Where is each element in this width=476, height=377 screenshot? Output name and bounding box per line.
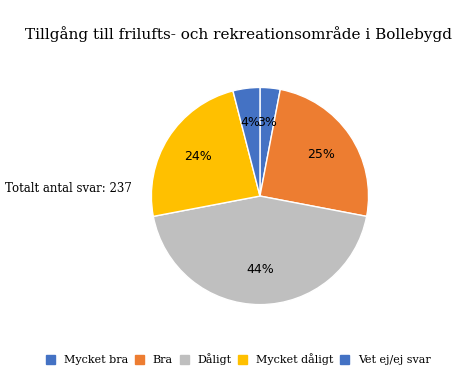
Text: Totalt antal svar: 237: Totalt antal svar: 237 bbox=[5, 182, 131, 195]
Text: Tillgång till frilufts- och rekreationsområde i Bollebygd: Tillgång till frilufts- och rekreationso… bbox=[25, 26, 451, 42]
Wedge shape bbox=[259, 89, 368, 216]
Legend: Mycket bra, Bra, Dåligt, Mycket dåligt, Vet ej/ej svar: Mycket bra, Bra, Dåligt, Mycket dåligt, … bbox=[44, 351, 432, 368]
Text: 24%: 24% bbox=[183, 150, 211, 163]
Wedge shape bbox=[232, 87, 259, 196]
Wedge shape bbox=[153, 196, 366, 305]
Text: 44%: 44% bbox=[246, 264, 273, 276]
Text: 4%: 4% bbox=[240, 116, 260, 129]
Text: 25%: 25% bbox=[307, 148, 334, 161]
Text: 3%: 3% bbox=[257, 116, 276, 129]
Wedge shape bbox=[259, 87, 280, 196]
Wedge shape bbox=[151, 91, 259, 216]
